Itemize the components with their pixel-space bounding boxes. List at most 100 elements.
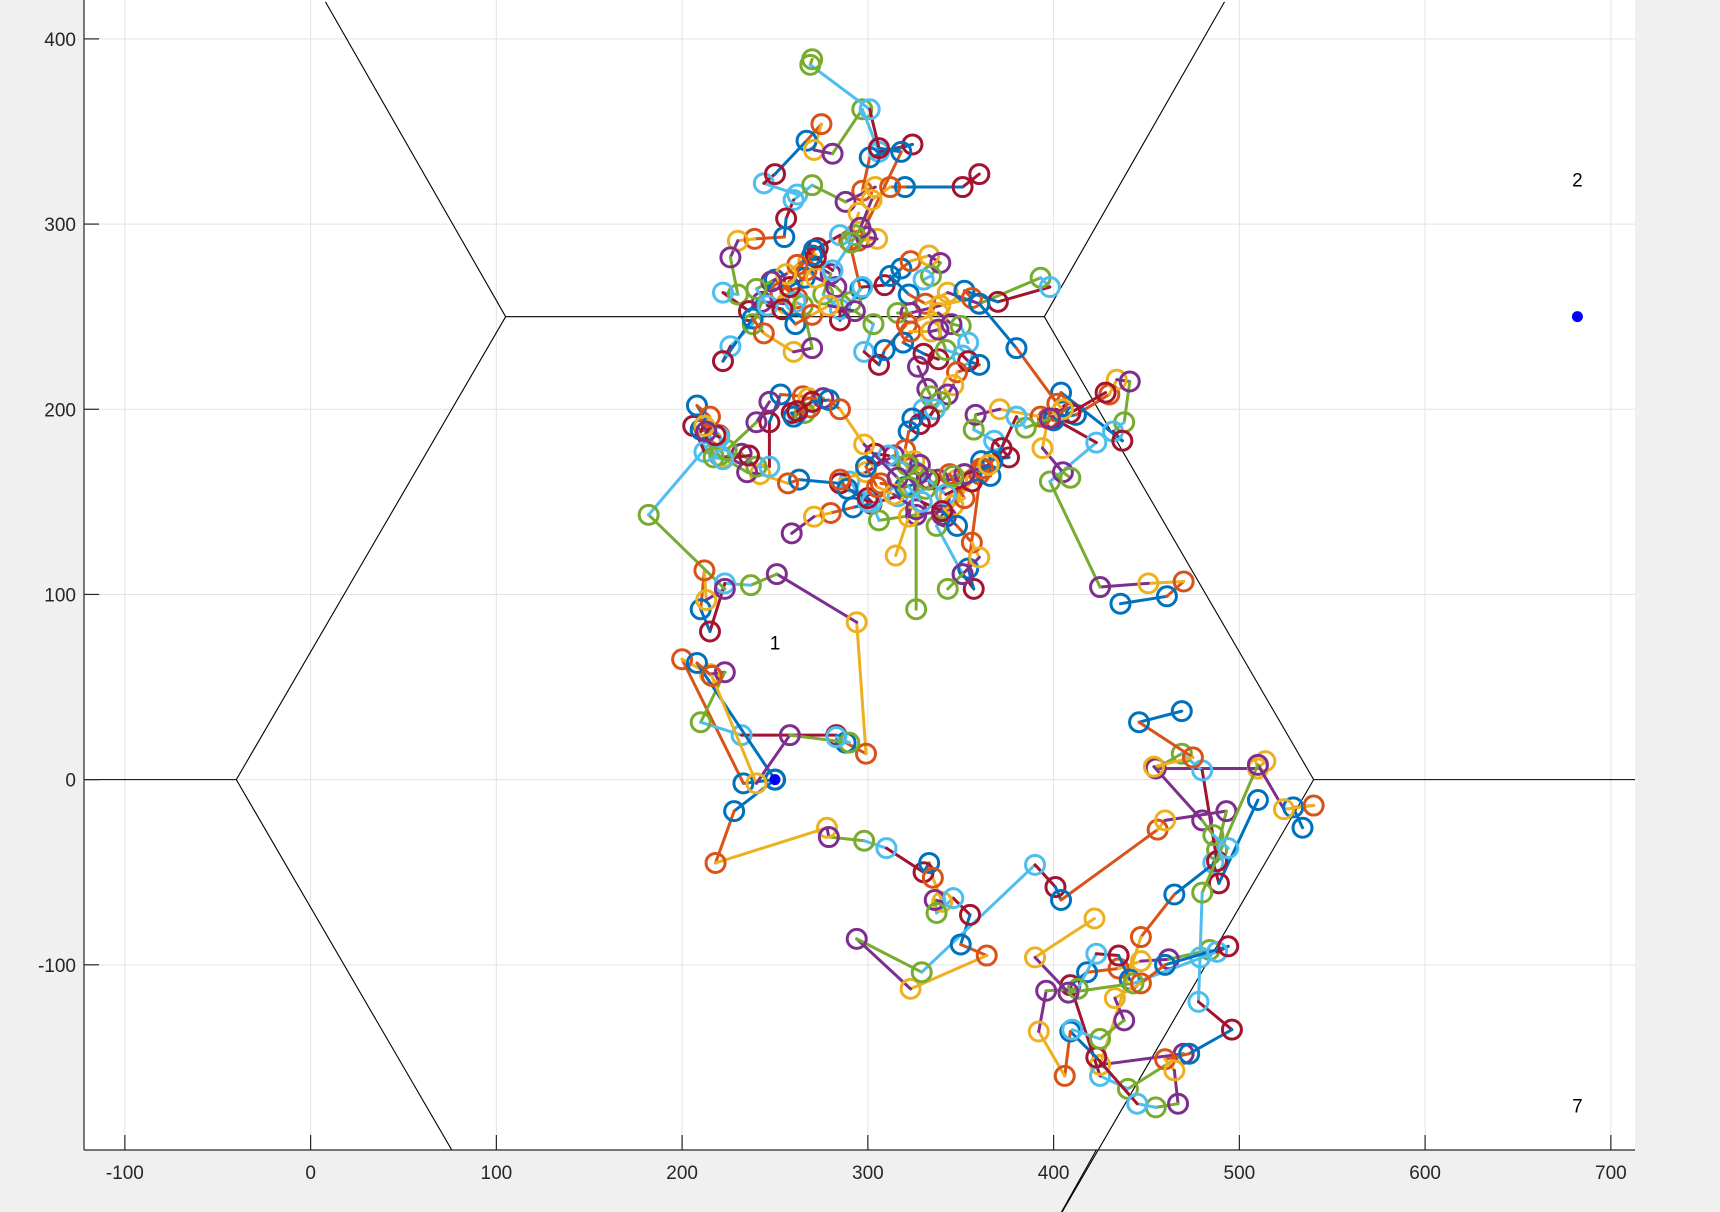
position-marker	[817, 826, 840, 849]
position-marker	[713, 661, 736, 684]
path-segment	[990, 446, 1004, 463]
path-segment	[927, 254, 942, 265]
position-marker	[977, 453, 1000, 476]
position-marker	[778, 724, 801, 747]
position-marker	[862, 313, 885, 336]
position-marker	[1050, 889, 1073, 911]
cell-edge	[1061, 779, 1315, 1212]
path-segment	[1115, 378, 1132, 383]
position-marker	[765, 563, 788, 586]
position-marker	[868, 137, 891, 160]
position-marker	[979, 464, 1002, 487]
cell-number-label: 7	[1572, 1097, 1583, 1118]
path-segment	[1117, 959, 1143, 971]
path-segment	[920, 500, 944, 513]
position-marker	[689, 711, 712, 734]
position-marker	[821, 259, 844, 282]
x-tick-label: 700	[1595, 1163, 1627, 1184]
position-marker	[1163, 1059, 1186, 1082]
path-segment	[914, 509, 944, 517]
position-marker	[1122, 972, 1145, 995]
position-marker	[782, 189, 805, 211]
position-marker	[879, 264, 902, 287]
path-segment	[1163, 1052, 1191, 1061]
position-marker	[745, 772, 768, 795]
position-marker	[702, 446, 725, 469]
path-segment	[884, 846, 926, 874]
path-segment	[825, 826, 831, 839]
position-marker	[1053, 1064, 1076, 1087]
path-segment	[754, 400, 771, 424]
path-segment	[753, 235, 786, 241]
position-marker	[1172, 570, 1195, 593]
path-segment	[1048, 479, 1102, 589]
position-marker	[851, 276, 874, 299]
position-marker	[1076, 961, 1099, 984]
position-marker	[1024, 853, 1047, 876]
position-marker	[968, 292, 991, 315]
path-segment	[827, 835, 866, 843]
path-segment	[792, 183, 814, 202]
position-marker	[1027, 1020, 1050, 1043]
position-marker	[1031, 437, 1054, 460]
position-marker	[853, 340, 876, 363]
path-segment	[1163, 1057, 1176, 1072]
path-segment	[1070, 1028, 1102, 1041]
trajectory-layer	[637, 48, 1325, 1119]
position-marker	[897, 476, 920, 499]
position-marker	[942, 464, 965, 487]
position-marker	[855, 461, 878, 484]
y-tick-label: 0	[65, 771, 76, 792]
position-marker	[799, 53, 822, 76]
path-segment	[784, 263, 799, 276]
path-segment	[855, 937, 913, 991]
position-marker	[695, 420, 718, 443]
position-marker	[910, 961, 933, 984]
x-tick-label: 300	[852, 1163, 884, 1184]
path-segment	[1180, 752, 1204, 772]
position-marker	[685, 651, 708, 674]
axes-frame	[83, 0, 1635, 1151]
base-station-dot	[1571, 311, 1583, 323]
position-marker	[784, 313, 807, 336]
position-marker	[1005, 337, 1028, 360]
position-marker	[1163, 883, 1186, 906]
path-segment	[749, 572, 779, 587]
position-marker	[1206, 850, 1229, 873]
path-segment	[1094, 952, 1121, 958]
position-marker	[1129, 950, 1152, 973]
position-marker	[851, 98, 874, 121]
position-marker	[1191, 881, 1214, 904]
position-marker	[957, 557, 980, 580]
path-segment	[858, 198, 874, 230]
path-segment	[855, 937, 924, 974]
position-marker	[1155, 585, 1178, 608]
position-marker	[801, 337, 824, 360]
position-marker	[1187, 990, 1210, 1013]
position-marker	[918, 851, 941, 874]
path-segment	[853, 309, 875, 326]
y-tick-label: 100	[44, 585, 76, 606]
position-marker	[671, 648, 694, 671]
position-marker	[1094, 381, 1117, 404]
position-marker	[745, 411, 768, 434]
path-segment	[901, 329, 913, 345]
path-segment	[1059, 391, 1124, 443]
position-marker	[1142, 755, 1165, 778]
path-segment	[814, 276, 838, 289]
path-segment	[901, 341, 926, 356]
x-tick-label: 100	[481, 1163, 513, 1184]
path-segment	[838, 407, 866, 446]
position-marker	[838, 731, 861, 754]
path-segment	[1137, 709, 1184, 724]
path-segment	[1061, 470, 1072, 480]
position-marker	[769, 383, 792, 406]
position-marker	[1154, 953, 1177, 976]
position-marker	[855, 742, 878, 765]
cell-edge	[324, 1, 507, 317]
path-segment	[1076, 952, 1098, 991]
position-marker	[912, 268, 935, 291]
path-segment	[1085, 967, 1121, 974]
cell-edge	[235, 779, 453, 1151]
cell-edge	[1043, 1, 1225, 317]
